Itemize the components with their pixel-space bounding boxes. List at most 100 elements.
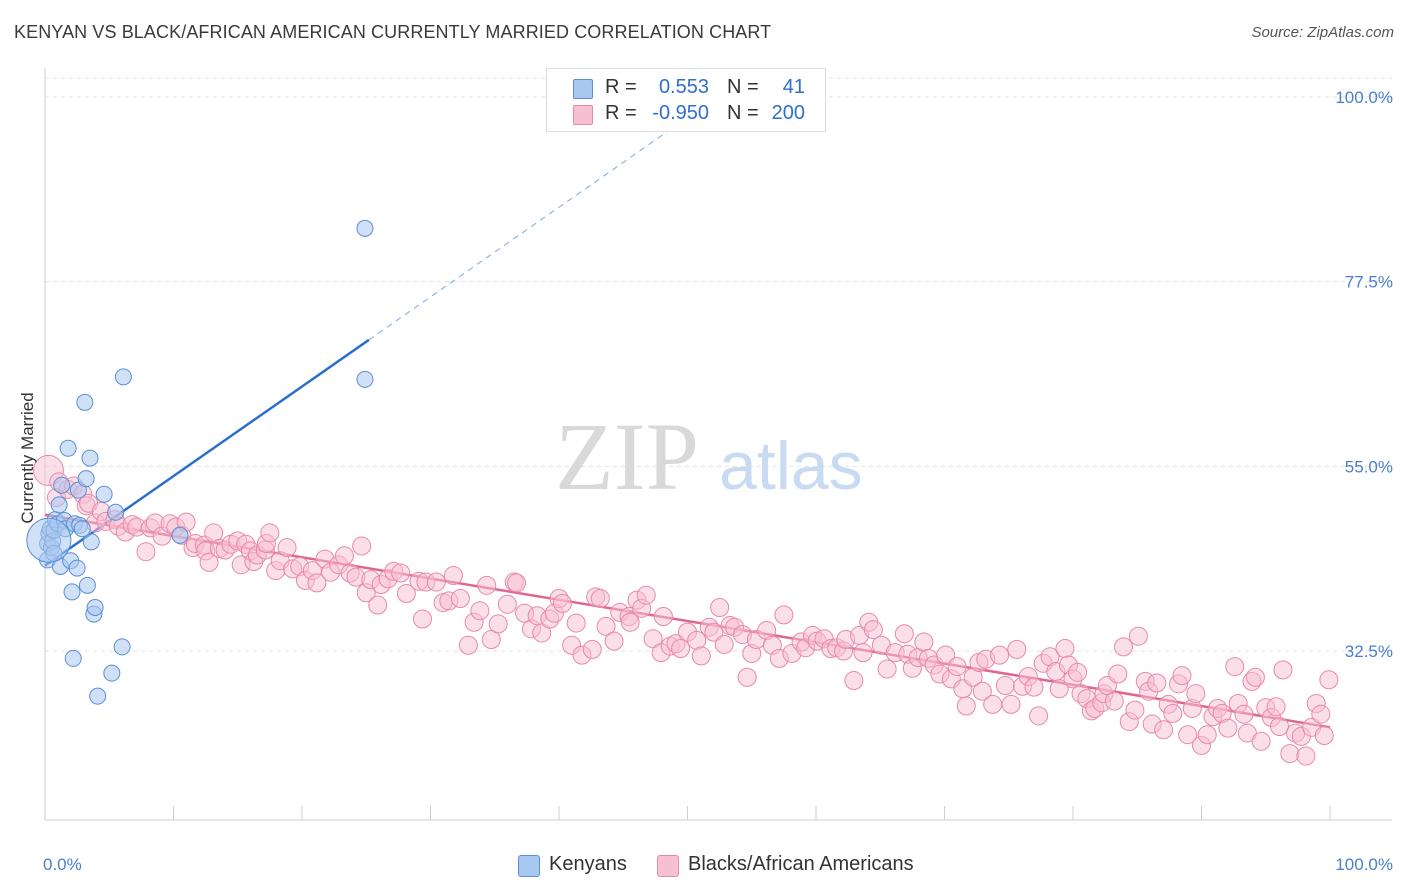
- data-point-black: [1104, 691, 1124, 711]
- data-point-black: [1234, 704, 1254, 724]
- x-tick-label: 100.0%: [1335, 855, 1393, 874]
- watermark: ZIP atlas: [555, 403, 863, 510]
- stats-legend-box: R = 0.553 N = 41 R = -0.950 N = 200: [546, 68, 826, 132]
- series-kenyans: [26, 219, 374, 705]
- data-point-kenyan: [64, 649, 82, 667]
- data-point-black: [774, 605, 794, 625]
- data-point-kenyan: [78, 576, 96, 594]
- n-value: 41: [782, 76, 805, 98]
- data-point-kenyan: [26, 517, 72, 563]
- data-point-black: [1225, 657, 1245, 677]
- data-point-kenyan: [113, 638, 131, 656]
- data-point-black: [488, 614, 508, 634]
- data-point-black: [443, 565, 463, 585]
- data-point-black: [368, 595, 388, 615]
- y-tick-label: 32.5%: [1345, 642, 1393, 661]
- data-point-black: [1029, 706, 1049, 726]
- data-point-kenyan: [63, 583, 81, 601]
- legend-swatch-black: [657, 855, 679, 877]
- data-point-black: [710, 598, 730, 618]
- r-label: R =: [605, 102, 637, 124]
- chart-legend: Kenyans Blacks/African Americans: [0, 850, 1406, 880]
- data-point-black: [1319, 670, 1339, 690]
- data-point-kenyan: [50, 496, 68, 514]
- r-value: -0.950: [652, 102, 709, 124]
- data-point-black: [1251, 731, 1271, 751]
- data-point-black: [352, 536, 372, 556]
- tick-labels: 32.5% 55.0% 77.5% 100.0% 0.0% 100.0%: [43, 88, 1393, 874]
- data-point-black: [853, 643, 873, 663]
- data-point-black: [1266, 697, 1286, 717]
- data-point-black: [1113, 637, 1133, 657]
- series-black-african-american: [32, 454, 1339, 766]
- data-point-black: [1108, 664, 1128, 684]
- data-point-kenyan: [356, 219, 374, 237]
- data-point-black: [1001, 694, 1021, 714]
- watermark-zip: ZIP: [555, 403, 699, 510]
- data-point-black: [877, 659, 897, 679]
- data-point-black: [894, 624, 914, 644]
- data-point-black: [477, 575, 497, 595]
- data-point-black: [391, 563, 411, 583]
- kenyans-swatch: [573, 79, 593, 99]
- data-point-black: [972, 681, 992, 701]
- data-point-black: [1311, 704, 1331, 724]
- data-point-black: [714, 634, 734, 654]
- data-point-black: [1125, 700, 1145, 720]
- data-point-black: [260, 523, 280, 543]
- y-tick-label: 100.0%: [1335, 88, 1393, 107]
- r-label: R =: [605, 76, 637, 98]
- data-point-black: [458, 635, 478, 655]
- watermark-atlas: atlas: [719, 428, 863, 504]
- data-point-black: [1024, 677, 1044, 697]
- stats-row-black: R = -0.950 N = 200: [547, 100, 825, 128]
- axes: [44, 68, 1392, 821]
- data-point-black: [1147, 673, 1167, 693]
- data-point-black: [983, 694, 1003, 714]
- data-point-black: [844, 671, 864, 691]
- legend-label: Blacks/African Americans: [688, 853, 914, 875]
- data-point-black: [1154, 720, 1174, 740]
- data-point-black: [990, 645, 1010, 665]
- data-point-kenyan: [81, 449, 99, 467]
- data-point-black: [481, 630, 501, 650]
- n-value: 200: [771, 102, 805, 124]
- y-tick-label: 77.5%: [1345, 273, 1393, 292]
- data-point-kenyan: [77, 470, 95, 488]
- data-point-black: [995, 675, 1015, 695]
- data-point-black: [470, 601, 490, 621]
- trend-line-kenyans-extension: [368, 117, 688, 341]
- data-point-black: [1049, 679, 1069, 699]
- data-point-black: [596, 616, 616, 636]
- r-value: 0.553: [658, 76, 709, 98]
- data-point-black: [552, 593, 572, 613]
- data-point-kenyan: [68, 559, 86, 577]
- data-point-black: [947, 657, 967, 677]
- data-point-black: [604, 631, 624, 651]
- data-point-kenyan: [89, 687, 107, 705]
- data-point-black: [1314, 726, 1334, 746]
- data-point-black: [1172, 666, 1192, 686]
- data-point-black: [737, 667, 757, 687]
- data-point-kenyan: [53, 476, 71, 494]
- data-point-black: [863, 620, 883, 640]
- data-point-black: [1186, 684, 1206, 704]
- data-point-black: [1068, 662, 1088, 682]
- data-point-kenyan: [171, 526, 189, 544]
- data-point-kenyan: [59, 439, 77, 457]
- data-point-black: [1055, 639, 1075, 659]
- data-point-black: [956, 696, 976, 716]
- black-swatch: [573, 105, 593, 125]
- n-label: N =: [727, 76, 759, 98]
- data-point-black: [653, 607, 673, 627]
- data-point-black: [1273, 660, 1293, 680]
- n-label: N =: [727, 102, 759, 124]
- data-point-black: [1245, 667, 1265, 687]
- y-axis-title: Currently Married: [18, 392, 37, 523]
- data-point-kenyan: [82, 533, 100, 551]
- data-point-black: [1197, 725, 1217, 745]
- x-tick-label: 0.0%: [43, 855, 82, 874]
- data-point-kenyan: [103, 664, 121, 682]
- data-point-black: [636, 585, 656, 605]
